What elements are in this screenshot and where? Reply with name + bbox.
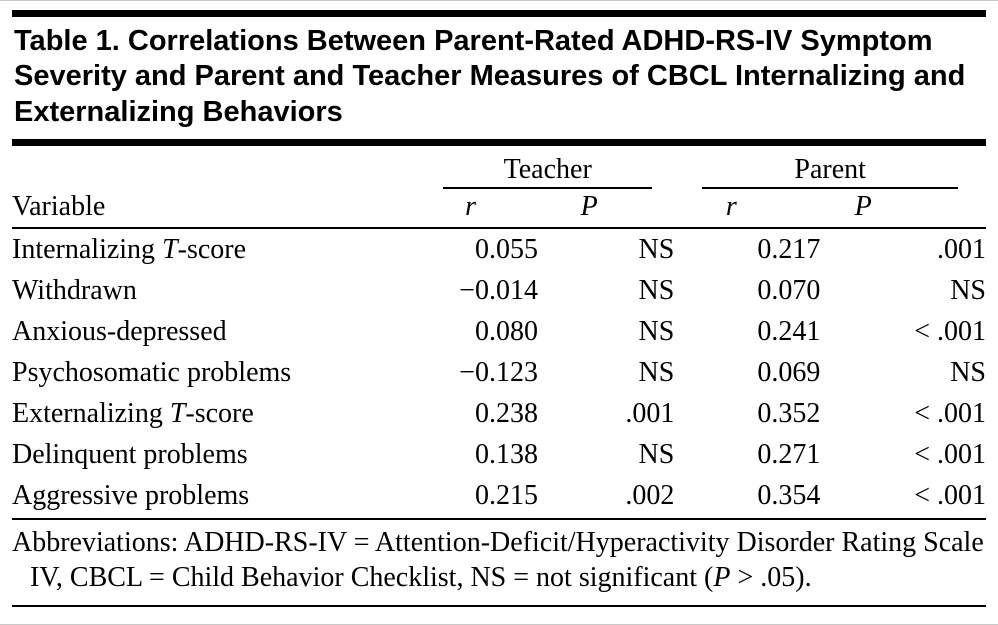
cell-parent-p: .001 bbox=[937, 234, 986, 266]
cell-teacher-p: NS bbox=[638, 316, 675, 348]
column-group-parent-label: Parent bbox=[702, 154, 958, 190]
cell-teacher-p: .002 bbox=[625, 480, 675, 512]
column-header-row: Variable r P r P bbox=[12, 189, 986, 230]
header-variable: Variable bbox=[12, 189, 422, 230]
header-teacher-r: r bbox=[421, 189, 538, 230]
cell-teacher-r: 0.055 bbox=[474, 234, 538, 266]
table-row: Externalizing T-score 0.238 .001 0.352 <… bbox=[12, 393, 986, 434]
cell-parent-r: 0.271 bbox=[757, 439, 821, 471]
cell-variable: Withdrawn bbox=[12, 275, 137, 307]
cell-teacher-r: 0.238 bbox=[474, 398, 538, 430]
table-row: Anxious-depressed 0.080 NS 0.241 < .001 bbox=[12, 311, 986, 352]
footnote-text: Abbreviations: ADHD-RS-IV = Attention-De… bbox=[12, 527, 984, 593]
cell-variable: Anxious-depressed bbox=[12, 316, 227, 348]
cell-teacher-p: NS bbox=[638, 357, 675, 389]
cell-parent-p: NS bbox=[950, 275, 986, 307]
cell-teacher-p: .001 bbox=[625, 398, 675, 430]
table-row: Psychosomatic problems −0.123 NS 0.069 N… bbox=[12, 352, 986, 393]
cell-parent-r: 0.069 bbox=[757, 357, 821, 389]
cell-teacher-p: NS bbox=[638, 275, 675, 307]
cell-parent-r: 0.241 bbox=[757, 316, 821, 348]
cell-variable: Internalizing T-score bbox=[12, 234, 247, 266]
correlation-table: Teacher Parent Variable r P r P Internal… bbox=[12, 152, 986, 518]
cell-variable: Externalizing T-score bbox=[12, 398, 254, 430]
footnote-italic-p: P bbox=[713, 561, 731, 593]
cell-parent-r: 0.070 bbox=[757, 275, 821, 307]
table-row: Aggressive problems 0.215 .002 0.354 < .… bbox=[12, 475, 986, 518]
cell-teacher-p: NS bbox=[638, 439, 675, 471]
cell-variable: Delinquent problems bbox=[12, 439, 248, 471]
cell-parent-p: NS bbox=[950, 357, 986, 389]
cell-parent-p: < .001 bbox=[914, 398, 986, 430]
cell-teacher-r: 0.138 bbox=[474, 439, 538, 471]
spanner-spacer bbox=[12, 152, 421, 189]
cell-teacher-r: 0.215 bbox=[474, 480, 538, 512]
cell-parent-r: 0.354 bbox=[757, 480, 821, 512]
cell-parent-r: 0.352 bbox=[757, 398, 821, 430]
table-title: Table 1. Correlations Between Parent-Rat… bbox=[14, 25, 966, 128]
table-title-block: Table 1. Correlations Between Parent-Rat… bbox=[12, 10, 986, 147]
cell-teacher-p: NS bbox=[638, 234, 675, 266]
column-group-teacher: Teacher bbox=[421, 152, 674, 190]
table-row: Delinquent problems 0.138 NS 0.271 < .00… bbox=[12, 434, 986, 475]
header-teacher-p: P bbox=[537, 189, 675, 230]
table-row: Internalizing T-score 0.055 NS 0.217 .00… bbox=[12, 228, 986, 270]
table-row: Withdrawn −0.014 NS 0.070 NS bbox=[12, 270, 986, 311]
cell-teacher-r: 0.080 bbox=[474, 316, 538, 348]
table-footnote: Abbreviations: ADHD-RS-IV = Attention-De… bbox=[12, 526, 986, 608]
cell-parent-p: < .001 bbox=[914, 480, 986, 512]
footnote-text-end: > .05). bbox=[730, 561, 812, 593]
column-group-parent: Parent bbox=[674, 152, 986, 190]
cell-parent-p: < .001 bbox=[914, 439, 986, 471]
header-parent-p: P bbox=[820, 189, 986, 230]
table-bottom-rule bbox=[12, 518, 986, 521]
column-group-header-row: Teacher Parent bbox=[12, 152, 986, 190]
cell-variable: Psychosomatic problems bbox=[12, 357, 292, 389]
cell-parent-p: < .001 bbox=[914, 316, 986, 348]
column-group-teacher-label: Teacher bbox=[443, 154, 653, 190]
header-parent-r: r bbox=[674, 189, 821, 230]
cell-parent-r: 0.217 bbox=[757, 234, 821, 266]
cell-teacher-r: −0.014 bbox=[459, 275, 538, 307]
cell-teacher-r: −0.123 bbox=[459, 357, 538, 389]
cell-variable: Aggressive problems bbox=[12, 480, 250, 512]
